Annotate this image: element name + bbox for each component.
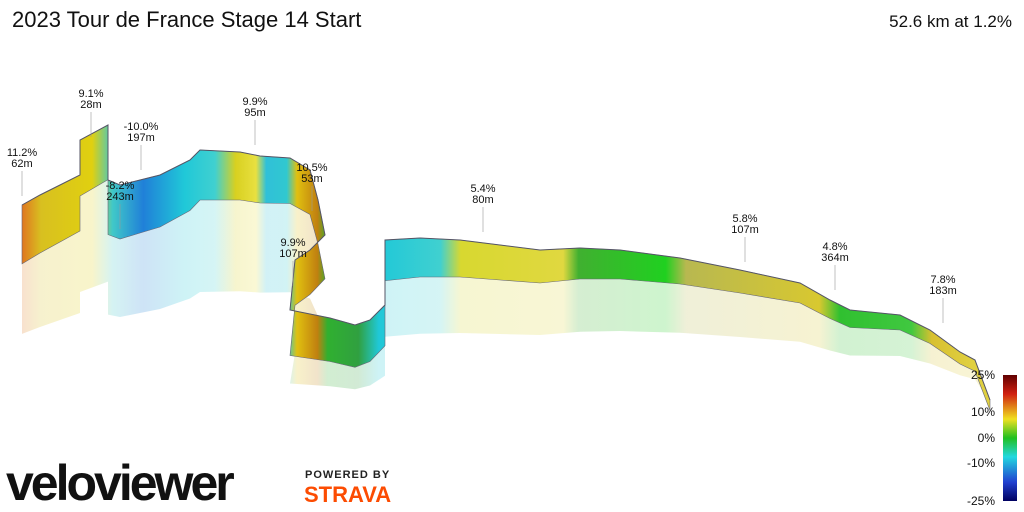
length-label: 107m xyxy=(279,248,307,260)
length-label: 183m xyxy=(929,285,957,297)
reflection xyxy=(22,179,990,411)
length-label: 62m xyxy=(11,158,32,170)
grade-label: 11.2% xyxy=(7,147,38,159)
grade-label: 9.9% xyxy=(280,237,305,249)
grade-label: -8.2% xyxy=(106,180,135,192)
strava-logo: STRAVA xyxy=(304,482,391,507)
grade-label: 7.8% xyxy=(930,274,955,286)
length-label: 53m xyxy=(301,173,322,185)
color-scale-bar xyxy=(1003,375,1017,501)
grade-label: 9.1% xyxy=(78,88,103,100)
length-label: 197m xyxy=(127,132,155,144)
length-label: 243m xyxy=(106,191,134,203)
scale-label: -10% xyxy=(967,456,995,470)
annotations: 11.2%62m9.1%28m-10.0%197m-8.2%243m9.9%95… xyxy=(7,88,957,323)
title: 2023 Tour de France Stage 14 Start xyxy=(12,7,361,32)
grade-label: 4.8% xyxy=(822,241,847,253)
grade-label: 10.5% xyxy=(296,162,327,174)
ribbon-edge xyxy=(21,124,991,401)
grade-label: 9.9% xyxy=(242,96,267,108)
scale-label: 10% xyxy=(971,405,995,419)
grade-label: 5.4% xyxy=(470,183,495,195)
scale-label: 25% xyxy=(971,368,995,382)
summary: 52.6 km at 1.2% xyxy=(889,12,1012,31)
scale-label: -25% xyxy=(967,494,995,508)
length-label: 107m xyxy=(731,224,759,236)
logo: veloviewer xyxy=(6,455,234,511)
length-label: 80m xyxy=(472,194,493,206)
length-label: 364m xyxy=(821,252,849,264)
elevation-ribbon xyxy=(21,124,991,411)
color-scale: 25% 10% 0% -10% -25% xyxy=(967,368,995,508)
powered-by: POWERED BY xyxy=(305,469,390,481)
grade-label: 5.8% xyxy=(732,213,757,225)
length-label: 28m xyxy=(80,99,101,111)
scale-label: 0% xyxy=(978,431,996,445)
length-label: 95m xyxy=(244,107,265,119)
grade-label: -10.0% xyxy=(124,121,159,133)
